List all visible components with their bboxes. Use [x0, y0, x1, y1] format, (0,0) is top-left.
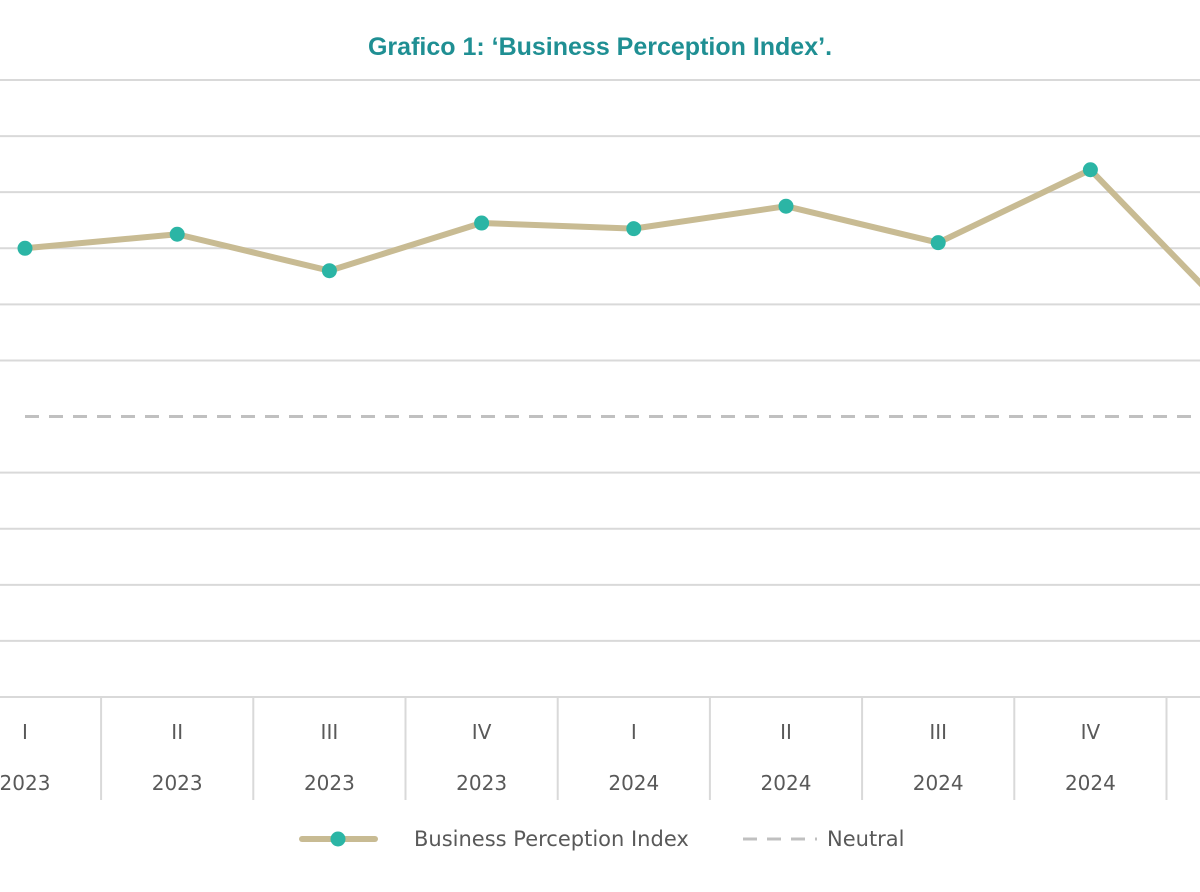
x-tick-quarter: IV	[1081, 720, 1101, 744]
legend-bpi-label: Business Perception Index	[414, 827, 689, 851]
x-tick-quarter: IV	[472, 720, 492, 744]
data-point	[474, 215, 490, 231]
x-tick-quarter: II	[780, 720, 792, 744]
x-tick-quarter: II	[171, 720, 183, 744]
x-tick-year: 2023	[152, 771, 203, 795]
gridlines	[0, 79, 1200, 698]
data-point	[930, 235, 946, 251]
data-point	[626, 221, 642, 237]
x-tick-year: 2024	[913, 771, 964, 795]
x-tick-year: 2024	[608, 771, 659, 795]
data-point	[321, 263, 337, 279]
x-tick-year: 2024	[761, 771, 812, 795]
x-tick-year: 2024	[1065, 771, 1116, 795]
legend-bpi-marker	[330, 831, 346, 847]
x-tick-year: 2023	[0, 771, 50, 795]
x-tick-year: 2023	[304, 771, 355, 795]
data-point	[169, 226, 185, 242]
x-tick-quarter: I	[22, 720, 28, 744]
legend: Business Perception Index Neutral	[299, 827, 905, 851]
x-tick-quarter: III	[929, 720, 947, 744]
data-point	[1082, 162, 1098, 178]
data-point	[17, 240, 33, 256]
legend-neutral-label: Neutral	[827, 827, 905, 851]
x-tick-quarter: III	[321, 720, 339, 744]
bpi-markers	[17, 162, 1098, 279]
data-point	[778, 198, 794, 214]
x-tick-year: 2023	[456, 771, 507, 795]
chart-title: Grafico 1: ‘Business Perception Index’.	[367, 33, 833, 61]
x-axis: I 2023 II 2023 III 2023 IV 2023 I 2024 II 2024 III 20…	[0, 696, 1200, 800]
x-tick-quarter: I	[631, 720, 637, 744]
